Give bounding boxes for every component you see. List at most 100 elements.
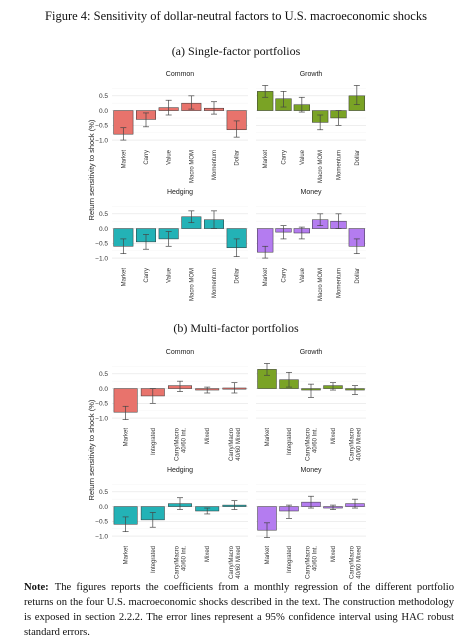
x-tick-label-line: Carry/Macro — [175, 427, 181, 461]
x-tick-label: Macro MOM — [318, 150, 324, 183]
x-tick-label-line: Mixed — [205, 428, 211, 444]
x-tick-label-line: Market — [265, 428, 271, 447]
x-tick-label: Value — [300, 149, 306, 165]
x-tick-label: Integrated — [287, 428, 293, 455]
x-tick-label: Momentum — [337, 150, 343, 180]
x-tick-label: Mixed — [205, 428, 211, 444]
panel-growth: Growth Market Carry Value Macro MOM Momentum D… — [256, 71, 366, 183]
y-tick-label: 0.0 — [99, 504, 108, 511]
note-label: Note: — [24, 582, 49, 593]
y-tick-label: −0.5 — [95, 241, 108, 248]
y-axis-label: Return sensitivity to shock (%) — [87, 399, 96, 500]
section-title-multi-factor: (b) Multi-factor portfolios — [173, 321, 299, 335]
x-tick-label: Market — [265, 546, 271, 565]
x-tick-label: Mixed — [205, 546, 211, 562]
x-tick-label: Value — [167, 149, 173, 165]
note-text: The figures reports the coefficients fro… — [24, 582, 454, 638]
x-tick-label-line: Integrated — [151, 428, 157, 455]
x-tick-label-line: Market — [263, 150, 269, 169]
y-tick-label: 0.5 — [99, 211, 108, 218]
y-tick-label: −0.5 — [95, 519, 108, 526]
figure-note: Note: The figures reports the coefficient… — [24, 580, 454, 640]
multi-factor-chart: Return sensitivity to shock (%) Common 0.5… — [87, 349, 366, 579]
x-tick-label-line: Momentum — [212, 268, 218, 298]
x-tick-label: Market — [121, 268, 127, 287]
x-tick-label: Carry/Macro40/60 Mixed — [350, 427, 363, 461]
x-tick-label-line: Macro MOM — [318, 268, 324, 301]
x-tick-label-line: Dollar — [235, 268, 241, 284]
x-tick-label-line: Carry/Macro — [229, 545, 235, 579]
x-tick-label: Mixed — [331, 428, 337, 444]
y-tick-label: −1.0 — [95, 255, 108, 262]
panel-background — [112, 84, 248, 146]
x-tick-label: Dollar — [355, 268, 361, 284]
x-tick-label-line: Mixed — [331, 428, 337, 444]
x-tick-label: Carry/Macro40/60 Int. — [306, 545, 319, 579]
y-tick-label: −1.0 — [95, 137, 108, 144]
x-tick-label-line: Carry — [282, 268, 288, 283]
x-tick-label: Carry/Macro40/60 Int. — [175, 545, 188, 579]
x-tick-label-line: Dollar — [235, 150, 241, 166]
single-factor-chart: Return sensitivity to shock (%) Common 0.5… — [87, 71, 366, 301]
y-tick-label: 0.0 — [99, 226, 108, 233]
x-tick-label: Carry — [282, 268, 288, 283]
panel-common: Common 0.5 0.0 −0.5 −1.0 Market Integrated Carr… — [95, 349, 248, 461]
panel-title: Common — [166, 71, 195, 78]
x-tick-label: Carry/Macro40/60 Mixed — [229, 545, 242, 579]
x-tick-label: Value — [300, 267, 306, 283]
panel-title: Hedging — [167, 189, 193, 196]
x-tick-label: Dollar — [235, 268, 241, 284]
y-tick-label: 0.5 — [99, 93, 108, 100]
x-tick-label: Dollar — [355, 150, 361, 166]
x-tick-label-line: Carry — [144, 150, 150, 165]
x-tick-label-line: Dollar — [355, 268, 361, 284]
y-tick-label: 0.5 — [99, 489, 108, 496]
x-tick-label-line: Carry/Macro — [175, 545, 181, 579]
panel-title: Money — [300, 467, 322, 474]
x-tick-label-line: 40/60 Int. — [182, 546, 188, 571]
y-tick-label: 0.0 — [99, 386, 108, 393]
x-tick-label-line: Market — [121, 150, 127, 169]
x-tick-label-line: Integrated — [151, 546, 157, 573]
x-tick-label-line: Market — [265, 546, 271, 565]
x-tick-label-line: Carry/Macro — [306, 545, 312, 579]
x-tick-label: Integrated — [151, 546, 157, 573]
x-tick-label: Momentum — [212, 268, 218, 298]
panel-background — [256, 84, 366, 146]
x-tick-label-line: 40/60 Mixed — [236, 546, 242, 579]
panel-hedging: Hedging 0.5 0.0 −0.5 −1.0 Market Carry Value Mac… — [95, 189, 248, 301]
x-tick-label: Value — [167, 267, 173, 283]
panel-common: Common 0.5 0.0 −0.5 −1.0 Market Carry Value Macr… — [95, 71, 248, 183]
x-tick-label-line: 40/60 Mixed — [357, 428, 363, 461]
x-tick-label: Market — [124, 428, 130, 447]
x-tick-label-line: Value — [300, 149, 306, 165]
panel-background — [112, 202, 248, 264]
x-tick-label: Macro MOM — [189, 268, 195, 301]
x-tick-label-line: Macro MOM — [318, 150, 324, 183]
x-tick-label-line: 40/60 Int. — [313, 546, 319, 571]
x-tick-label: Carry/Macro40/60 Mixed — [350, 545, 363, 579]
x-tick-label: Market — [263, 268, 269, 287]
y-axis-label: Return sensitivity to shock (%) — [87, 119, 96, 220]
x-tick-label: Carry/Macro40/60 Int. — [175, 427, 188, 461]
panel-title: Money — [300, 189, 322, 196]
x-tick-label-line: Market — [263, 268, 269, 287]
x-tick-label: Momentum — [212, 150, 218, 180]
x-tick-label-line: Momentum — [337, 268, 343, 298]
y-tick-label: −1.0 — [95, 533, 108, 540]
y-tick-label: 0.0 — [99, 108, 108, 115]
x-tick-label: Momentum — [337, 268, 343, 298]
y-tick-label: −0.5 — [95, 401, 108, 408]
x-tick-label: Carry — [144, 268, 150, 283]
x-tick-label-line: Integrated — [287, 428, 293, 455]
panel-title: Common — [166, 349, 195, 356]
x-tick-label-line: Momentum — [337, 150, 343, 180]
x-tick-label-line: Value — [167, 267, 173, 283]
x-tick-label-line: Carry — [282, 150, 288, 165]
section-title-single-factor: (a) Single-factor portfolios — [171, 44, 301, 58]
x-tick-label: Market — [121, 150, 127, 169]
x-tick-label: Carry/Macro40/60 Int. — [306, 427, 319, 461]
panel-title: Hedging — [167, 467, 193, 474]
x-tick-label-line: Macro MOM — [189, 150, 195, 183]
